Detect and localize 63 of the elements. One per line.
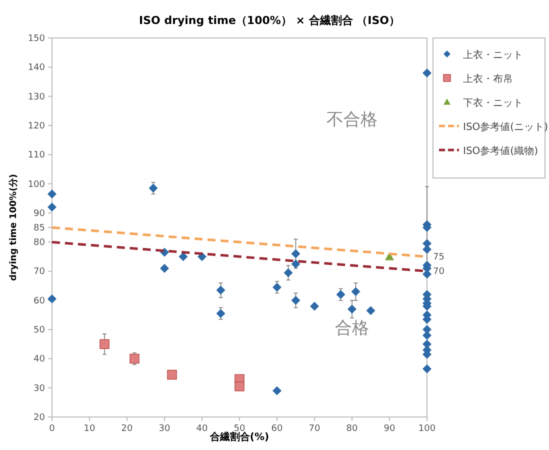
point: [366, 306, 376, 316]
legend-label: ISO参考値(織物): [463, 145, 538, 157]
point: [48, 202, 56, 212]
data-label: 75: [433, 252, 444, 263]
y-tick-label: 140: [28, 63, 46, 74]
y-tick-label: 60: [34, 296, 46, 306]
point: [167, 370, 177, 380]
y-tick-label: 150: [28, 34, 46, 44]
y-tick-label: 30: [34, 384, 46, 394]
legend-label: 上衣・ニット: [463, 49, 523, 61]
y-tick-label: 110: [28, 150, 46, 161]
point: [385, 252, 394, 260]
y-tick-label: 40: [34, 354, 46, 365]
x-tick-label: 90: [384, 424, 396, 434]
point: [272, 282, 282, 292]
y-tick-label: 50: [34, 326, 46, 336]
x-tick-label: 20: [121, 424, 133, 434]
y-tick-label: 100: [28, 180, 46, 190]
legend-label: 下衣・ニット: [463, 97, 523, 109]
y-tick-label: 85: [34, 224, 45, 234]
annotation: 合格: [335, 318, 369, 339]
point: [48, 189, 56, 198]
annotation: 不合格: [326, 110, 378, 130]
point: [291, 249, 300, 258]
point: [130, 354, 140, 364]
point: [100, 339, 110, 350]
y-tick-label: 20: [34, 413, 46, 423]
legend-label: ISO参考値(ニット): [463, 121, 548, 133]
x-tick-label: 10: [84, 424, 96, 434]
point: [348, 304, 356, 314]
point: [310, 302, 319, 311]
point: [48, 294, 56, 304]
point: [284, 268, 293, 278]
point: [178, 252, 188, 262]
point: [216, 309, 226, 318]
chart-title: ISO drying time（100%） × 合繊割合 （ISO）: [139, 14, 400, 27]
x-tick-label: 0: [49, 424, 56, 434]
point: [160, 264, 169, 273]
point: [351, 287, 360, 296]
point: [422, 68, 432, 78]
point: [272, 386, 282, 396]
point: [422, 364, 432, 374]
point: [291, 296, 300, 305]
y-tick-label: 80: [34, 238, 46, 248]
x-tick-label: 60: [271, 424, 283, 434]
point: [148, 184, 158, 193]
x-tick-label: 80: [346, 424, 358, 434]
point: [291, 259, 300, 268]
y-tick-label: 130: [28, 92, 46, 102]
x-tick-label: 30: [158, 424, 170, 434]
point: [216, 286, 226, 295]
y-tick-label: 120: [28, 121, 46, 132]
point: [336, 290, 346, 300]
x-tick-label: 40: [196, 424, 208, 434]
x-tick-label: 100: [418, 424, 436, 434]
y-tick-label: 70: [34, 267, 46, 278]
legend-label: 上衣・布帛: [463, 73, 513, 85]
y-tick-label: 90: [34, 208, 46, 219]
data-label: 70: [433, 267, 445, 278]
x-tick-label: 70: [308, 424, 320, 434]
y-axis-title: drying time 100%(分): [8, 174, 19, 281]
point: [234, 381, 244, 392]
x-axis-title: 合繊割合(%): [208, 431, 270, 443]
